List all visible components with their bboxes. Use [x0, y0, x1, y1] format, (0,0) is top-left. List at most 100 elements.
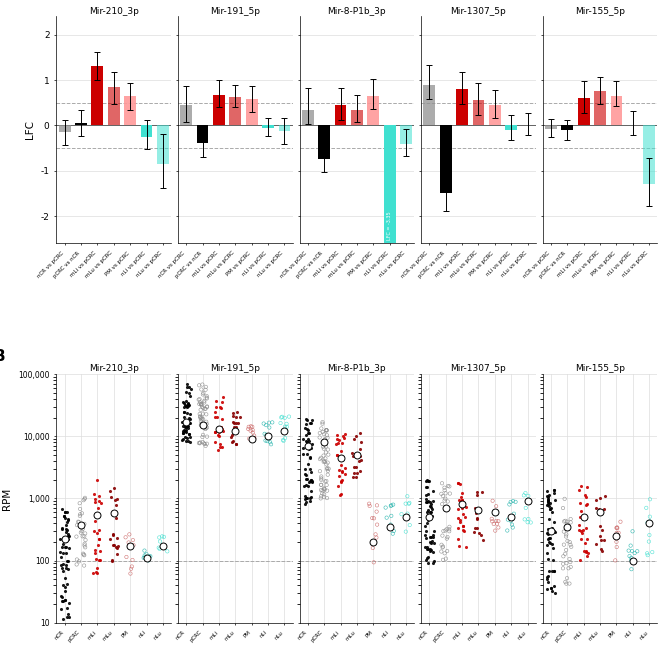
Point: [226, 430, 237, 440]
Point: [542, 571, 553, 581]
Point: [319, 489, 329, 500]
Point: [428, 526, 439, 536]
Point: [477, 487, 487, 498]
Point: [437, 499, 448, 509]
Point: [216, 415, 227, 425]
Point: [57, 541, 68, 552]
Point: [559, 516, 570, 527]
Point: [322, 432, 333, 443]
Point: [421, 544, 432, 554]
Point: [92, 568, 102, 579]
Point: [489, 519, 499, 529]
Point: [577, 529, 588, 539]
Point: [424, 512, 435, 523]
Point: [64, 531, 74, 542]
Point: [181, 422, 191, 432]
Point: [333, 438, 343, 449]
Point: [444, 524, 455, 534]
Point: [457, 521, 468, 531]
Point: [317, 488, 327, 499]
Point: [421, 506, 432, 517]
Point: [218, 392, 228, 403]
Point: [440, 525, 451, 536]
Point: [318, 442, 329, 452]
Point: [303, 442, 314, 452]
Bar: [489, 105, 501, 125]
Point: [315, 493, 326, 503]
Point: [56, 523, 67, 534]
Point: [457, 488, 467, 498]
Point: [246, 434, 257, 444]
Point: [558, 559, 568, 569]
Point: [181, 382, 192, 392]
Point: [110, 542, 121, 552]
Point: [195, 416, 206, 426]
Point: [195, 394, 205, 405]
Point: [79, 550, 90, 561]
Point: [319, 484, 329, 494]
Point: [420, 521, 430, 531]
Point: [226, 432, 236, 442]
Point: [472, 486, 483, 497]
Point: [300, 436, 311, 447]
Point: [575, 481, 586, 492]
Point: [612, 528, 622, 538]
Point: [231, 412, 242, 422]
Point: [316, 480, 327, 490]
Point: [427, 511, 438, 521]
Point: [335, 445, 346, 456]
Point: [428, 538, 439, 549]
Point: [183, 436, 194, 446]
Point: [546, 503, 556, 513]
Point: [427, 504, 438, 515]
Point: [523, 517, 533, 527]
Point: [544, 538, 555, 548]
Point: [201, 382, 211, 392]
Point: [471, 490, 482, 500]
Point: [404, 520, 415, 530]
Point: [427, 535, 438, 546]
Point: [60, 534, 70, 545]
Point: [196, 400, 207, 411]
Point: [548, 485, 559, 496]
Point: [351, 431, 361, 442]
Point: [349, 434, 360, 445]
Point: [59, 534, 70, 544]
Point: [422, 496, 432, 507]
Point: [108, 530, 118, 540]
Bar: [594, 92, 606, 125]
Point: [420, 555, 431, 565]
Point: [108, 482, 119, 493]
Bar: [230, 98, 241, 125]
Point: [73, 517, 84, 527]
Point: [266, 439, 276, 449]
Point: [504, 499, 515, 509]
Point: [57, 559, 68, 569]
Point: [562, 521, 572, 532]
Point: [194, 380, 205, 391]
Point: [199, 397, 210, 408]
Point: [562, 517, 572, 527]
Bar: [108, 87, 120, 125]
Point: [626, 552, 637, 563]
Point: [199, 420, 209, 430]
Point: [184, 429, 195, 440]
Point: [323, 444, 333, 455]
Point: [560, 577, 570, 587]
Point: [425, 532, 436, 542]
Point: [318, 450, 329, 461]
Point: [88, 567, 98, 578]
Point: [332, 434, 343, 444]
Point: [372, 519, 382, 530]
Point: [469, 527, 479, 537]
Point: [125, 568, 135, 579]
Point: [301, 480, 311, 490]
Point: [549, 566, 560, 577]
Point: [642, 548, 653, 559]
Bar: [262, 125, 274, 128]
Point: [402, 508, 413, 519]
Point: [581, 523, 592, 533]
Point: [201, 418, 212, 429]
Point: [301, 493, 312, 503]
Point: [89, 497, 100, 507]
